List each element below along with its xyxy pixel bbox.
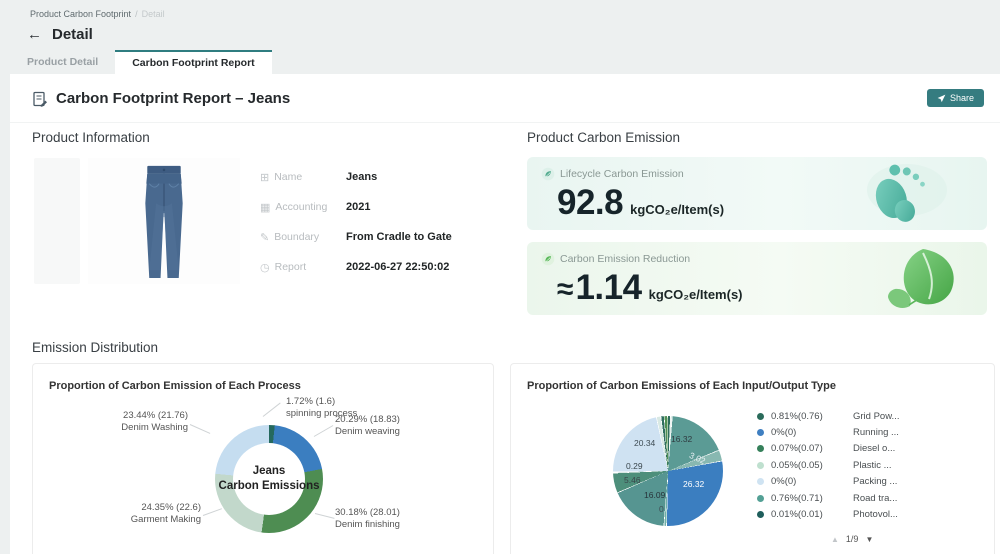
pie-legend: 0.81%(0.76) Grid Pow... 0%(0) Running ..… — [757, 408, 899, 523]
callout-denim-washing: 23.44% (21.76) Denim Washing — [76, 410, 188, 435]
product-information-heading: Product Information — [32, 130, 150, 145]
legend-row-plastic[interactable]: 0.05%(0.05) Plastic ... — [757, 457, 899, 473]
page-title: Detail — [52, 26, 93, 43]
emission-distribution-heading: Emission Distribution — [32, 340, 158, 355]
emission-reduction-label: Carbon Emission Reduction — [560, 253, 690, 265]
breadcrumb-root[interactable]: Product Carbon Footprint — [30, 9, 131, 19]
jeans-image — [133, 162, 195, 280]
pie-label: 0 — [659, 505, 664, 514]
grid-icon: ⊞ — [260, 171, 269, 184]
field-label-accounting: Accounting — [275, 201, 327, 213]
field-value-name: Jeans — [346, 171, 377, 183]
legend-dot — [757, 413, 764, 420]
breadcrumb-separator: / — [135, 9, 138, 19]
process-donut-chart: Jeans Carbon Emissions — [215, 425, 323, 533]
lifecycle-emission-unit: kgCO₂e/Item(s) — [630, 202, 724, 217]
product-carbon-emission-heading: Product Carbon Emission — [527, 130, 680, 145]
legend-dot — [757, 478, 764, 485]
footprint-illustration — [845, 160, 953, 228]
leader-line — [315, 513, 335, 519]
legend-row-photovoltaic[interactable]: 0.01%(0.01) Photovol... — [757, 506, 899, 522]
legend-dot — [757, 429, 764, 436]
tab-product-detail[interactable]: Product Detail — [10, 50, 115, 74]
field-value-report: 2022-06-27 22:50:02 — [346, 261, 449, 273]
leader-line — [263, 403, 281, 417]
content-panel: Carbon Footprint Report – Jeans Share Pr… — [10, 74, 1000, 554]
carbon-footprint-report-screen: Product Carbon Footprint / Detail ← Detail… — [0, 0, 1000, 554]
legend-dot — [757, 511, 764, 518]
clock-icon: ◷ — [260, 261, 270, 274]
emission-reduction-card: Carbon Emission Reduction ≈ 1.14 kgCO₂e/… — [527, 242, 987, 315]
leaf-badge-icon — [541, 252, 555, 266]
report-header: Carbon Footprint Report – Jeans — [32, 90, 290, 107]
field-label-boundary: Boundary — [274, 231, 319, 243]
leaf-badge-icon — [541, 167, 555, 181]
leader-line — [314, 425, 334, 437]
leaf-illustration — [843, 245, 961, 315]
calendar-icon: ▦ — [260, 201, 270, 214]
pie-label: 20.34 — [634, 439, 655, 448]
legend-row-road-transport[interactable]: 0.76%(0.71) Road tra... — [757, 490, 899, 506]
legend-row-packing[interactable]: 0%(0) Packing ... — [757, 474, 899, 490]
process-chart-title: Proportion of Carbon Emission of Each Pr… — [49, 380, 301, 392]
donut-center-line2: Carbon Emissions — [219, 479, 320, 494]
report-title: Carbon Footprint Report – Jeans — [56, 90, 290, 107]
legend-dot — [757, 445, 764, 452]
legend-row-running[interactable]: 0%(0) Running ... — [757, 424, 899, 440]
legend-page-down-icon[interactable]: ▼ — [865, 535, 873, 544]
product-info-fields: ⊞ Name Jeans ▦ Accounting 2021 ✎ Boundary F… — [260, 162, 498, 282]
field-label-report: Report — [275, 261, 307, 273]
info-row-accounting: ▦ Accounting 2021 — [260, 192, 498, 222]
breadcrumb: Product Carbon Footprint / Detail — [30, 9, 165, 19]
donut-center-line1: Jeans — [253, 464, 286, 479]
info-row-report: ◷ Report 2022-06-27 22:50:02 — [260, 252, 498, 282]
io-type-chart-title: Proportion of Carbon Emissions of Each I… — [527, 380, 836, 392]
emission-reduction-unit: kgCO₂e/Item(s) — [649, 287, 743, 302]
io-type-chart-card: Proportion of Carbon Emissions of Each I… — [510, 363, 995, 554]
breadcrumb-current: Detail — [142, 9, 165, 19]
legend-page-up-icon[interactable]: ▲ — [831, 535, 839, 544]
pie-label: 16.32 — [671, 435, 692, 444]
legend-dot — [757, 495, 764, 502]
product-image — [88, 158, 240, 284]
pie-label: 16.09 — [644, 491, 665, 500]
pen-icon: ✎ — [260, 231, 269, 244]
callout-denim-finishing: 30.18% (28.01) Denim finishing — [335, 507, 400, 532]
lifecycle-emission-value: 92.8 — [557, 183, 623, 223]
approx-symbol: ≈ — [557, 273, 573, 307]
share-button-label: Share — [950, 93, 974, 103]
pie-label: 0.29 — [626, 462, 643, 471]
lifecycle-emission-label: Lifecycle Carbon Emission — [560, 168, 684, 180]
field-label-name: Name — [274, 171, 302, 183]
legend-row-grid-power[interactable]: 0.81%(0.76) Grid Pow... — [757, 408, 899, 424]
tab-bar: Product Detail Carbon Footprint Report — [10, 50, 272, 74]
pie-label: 26.32 — [683, 480, 704, 489]
leader-line — [190, 424, 211, 434]
legend-page-indicator: 1/9 — [846, 534, 859, 544]
pie-label: 5.46 — [624, 476, 641, 485]
report-doc-icon — [32, 91, 48, 107]
info-row-name: ⊞ Name Jeans — [260, 162, 498, 192]
pie-label: 3.02 — [688, 451, 707, 465]
send-icon — [937, 94, 946, 103]
field-value-boundary: From Cradle to Gate — [346, 231, 452, 243]
field-value-accounting: 2021 — [346, 201, 370, 213]
product-thumbnail-strip — [34, 158, 80, 284]
io-type-pie-chart: 20.34 16.32 3.02 26.32 0.29 5.46 16.09 0 — [613, 416, 723, 526]
info-row-boundary: ✎ Boundary From Cradle to Gate — [260, 222, 498, 252]
process-chart-card: Proportion of Carbon Emission of Each Pr… — [32, 363, 494, 554]
legend-row-diesel[interactable]: 0.07%(0.07) Diesel o... — [757, 441, 899, 457]
leader-line — [203, 508, 222, 516]
share-button[interactable]: Share — [927, 89, 984, 107]
callout-denim-weaving: 20.29% (18.83) Denim weaving — [335, 414, 400, 439]
legend-dot — [757, 462, 764, 469]
callout-garment-making: 24.35% (22.6) Garment Making — [89, 502, 201, 527]
legend-pagination: ▲ 1/9 ▼ — [831, 534, 873, 544]
emission-reduction-value: 1.14 — [575, 268, 641, 308]
header-divider — [10, 122, 1000, 123]
lifecycle-emission-card: Lifecycle Carbon Emission 92.8 kgCO₂e/It… — [527, 157, 987, 230]
back-arrow-icon[interactable]: ← — [27, 27, 42, 42]
back-row: ← Detail — [27, 26, 93, 43]
tab-carbon-footprint-report[interactable]: Carbon Footprint Report — [115, 50, 271, 74]
